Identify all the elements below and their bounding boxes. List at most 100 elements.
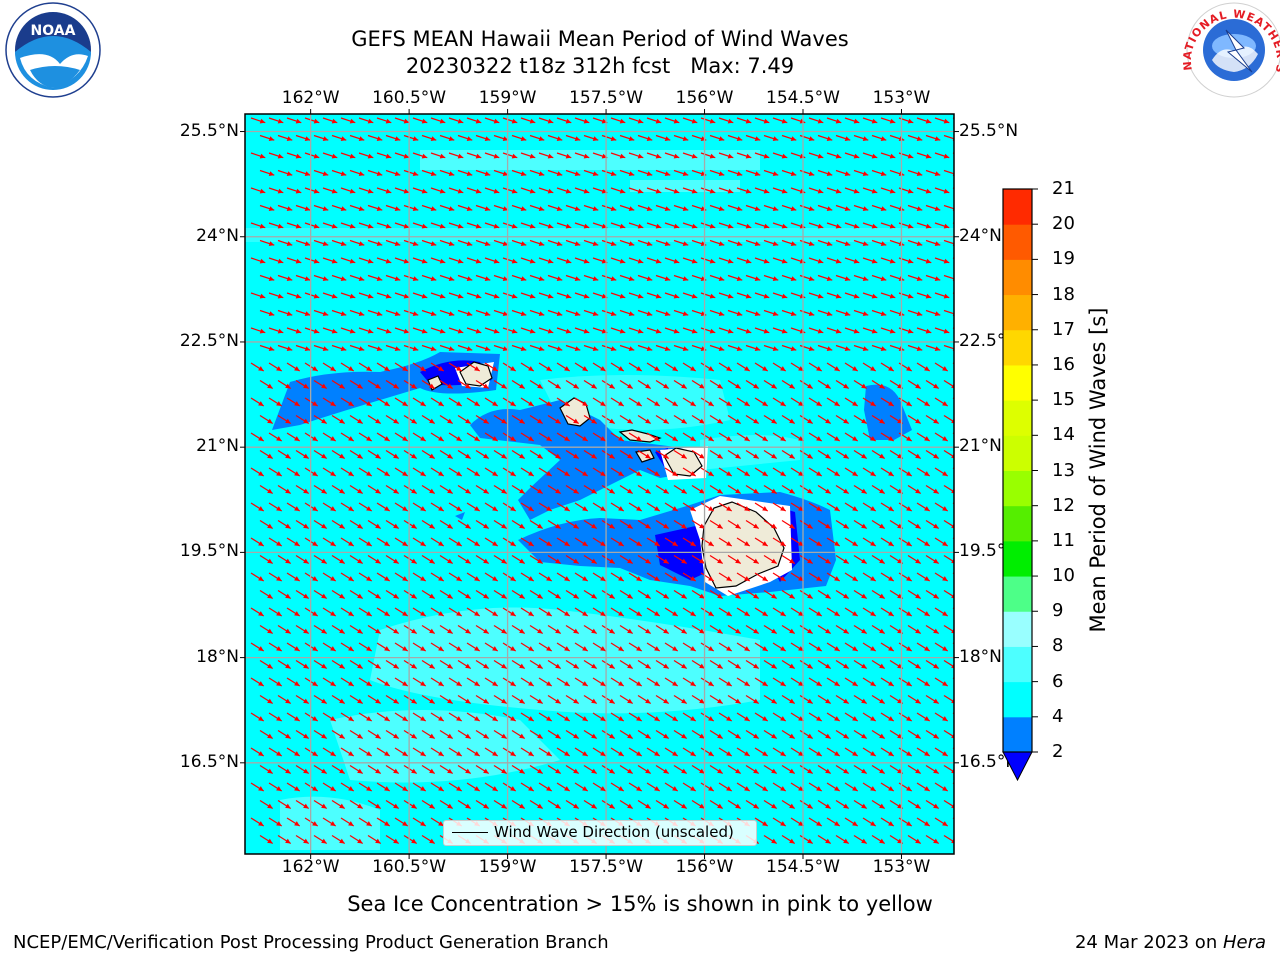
wind-wave-arrow [574,152,590,159]
wind-wave-arrow [466,152,482,159]
colorbar-level-label: 6 [1052,670,1064,692]
island-lanai [635,449,655,463]
title-line-1: GEFS MEAN Hawaii Mean Period of Wind Wav… [351,27,849,51]
wind-wave-arrow [538,292,554,299]
wind-wave-arrow [610,152,626,159]
wind-wave-arrow [493,169,509,176]
wind-wave-arrow [718,292,734,299]
wind-wave-arrow [466,327,482,334]
wind-wave-arrow [763,309,779,316]
wind-wave-arrow [421,204,437,211]
wind-wave-arrow [853,239,869,246]
wind-wave-arrow [331,309,347,316]
wind-wave-arrow [430,327,446,334]
wind-wave-arrow [484,257,500,264]
wind-wave-arrow [475,309,491,316]
wind-wave-arrow [925,274,941,281]
wind-wave-arrow [538,222,554,229]
wind-wave-arrow [385,169,401,176]
wind-wave-arrow [853,169,869,176]
wind-wave-arrow [871,169,887,176]
colorbar-segment [1003,611,1032,647]
colorbar-level-label: 15 [1052,389,1075,411]
wind-wave-arrow [466,187,482,194]
wind-wave-arrow [844,152,860,159]
wind-wave-arrow [772,292,788,299]
wind-wave-arrow [457,204,473,211]
wind-wave-arrow [286,292,302,299]
wind-wave-arrow [556,117,572,124]
footer-machine: Hera [1222,932,1266,953]
wind-wave-arrow [610,222,626,229]
wind-wave-arrow [439,169,455,176]
wind-wave-arrow [259,169,275,176]
wind-wave-arrow [268,117,284,124]
wind-wave-arrow [277,274,293,281]
wind-wave-arrow [502,222,518,229]
wind-wave-arrow [313,239,329,246]
wind-wave-arrow [601,204,617,211]
wind-wave-arrow [511,309,527,316]
wind-wave-arrow [250,292,266,299]
wind-wave-arrow [772,257,788,264]
wind-wave-arrow [367,274,383,281]
wind-wave-arrow [682,117,698,124]
wind-wave-arrow [475,169,491,176]
wind-wave-arrow [313,204,329,211]
wind-wave-arrow [367,134,383,141]
wind-wave-arrow [439,239,455,246]
wind-wave-arrow [340,152,356,159]
wind-wave-arrow [286,117,302,124]
colorbar-segment [1003,681,1032,718]
wind-wave-arrow [412,187,428,194]
wind-wave-arrow [619,134,635,141]
wind-wave-arrow [781,204,797,211]
colorbar-segment [1003,259,1032,296]
wind-wave-arrow [844,117,860,124]
wind-wave-arrow [565,169,581,176]
wind-wave-arrow [250,327,266,334]
wind-wave-arrow [709,309,725,316]
wind-wave-arrow [736,152,752,159]
wind-wave-arrow [385,204,401,211]
wind-wave-arrow [511,239,527,246]
wind-wave-arrow [394,327,410,334]
wind-wave-arrow [331,169,347,176]
wind-wave-arrow [745,134,761,141]
noaa-logo-text: NOAA [31,23,76,39]
wind-wave-arrow [295,309,311,316]
wind-wave-arrow [448,187,464,194]
wind-wave-arrow [340,292,356,299]
wind-wave-arrow [826,292,842,299]
wind-wave-arrow [322,152,338,159]
wind-wave-arrow [322,187,338,194]
colorbar-level-label: 9 [1052,600,1064,622]
wind-wave-arrow [718,152,734,159]
wind-wave-arrow [871,309,887,316]
wind-wave-arrow [484,292,500,299]
wind-wave-arrow [547,204,563,211]
wind-wave-arrow [781,134,797,141]
wind-wave-arrow [331,204,347,211]
wind-wave-arrow [358,152,374,159]
wind-wave-arrow [493,204,509,211]
wind-wave-arrow [646,222,662,229]
wind-wave-arrow [601,274,617,281]
wind-wave-arrow [385,274,401,281]
wind-wave-arrow [934,152,950,159]
wind-wave-arrow [376,327,392,334]
wind-wave-arrow [682,187,698,194]
wind-wave-arrow [619,274,635,281]
colorbar-level-label: 18 [1052,283,1075,305]
wind-wave-arrow [367,169,383,176]
wind-wave-arrow [484,152,500,159]
wind-wave-arrow [430,187,446,194]
wind-wave-arrow [682,152,698,159]
wind-wave-arrow [673,239,689,246]
wind-wave-arrow [412,257,428,264]
wind-wave-arrow [394,117,410,124]
wind-wave-arrow [646,292,662,299]
wind-wave-arrow [493,239,509,246]
wind-wave-arrow [628,152,644,159]
wind-wave-arrow [709,239,725,246]
